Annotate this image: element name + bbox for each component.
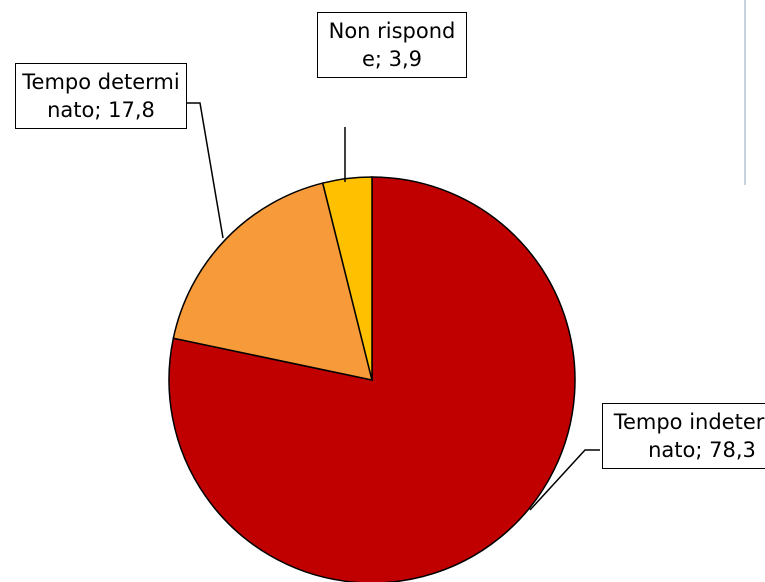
leader-line [187, 102, 224, 239]
label-value: 78,3 [709, 438, 756, 462]
pie-slice [172, 182, 374, 381]
data-label: Tempo indeterminato78,3 [602, 403, 765, 469]
label-value: 17,8 [108, 98, 155, 122]
leader-line [529, 449, 600, 511]
data-label: Tempo determinato17,8 [15, 63, 187, 129]
pie-slice [321, 176, 373, 381]
label-category: Tempo determinato [22, 70, 179, 122]
label-value: 3,9 [388, 47, 423, 71]
data-label: Non risponde3,9 [317, 12, 467, 78]
pie [168, 176, 576, 582]
